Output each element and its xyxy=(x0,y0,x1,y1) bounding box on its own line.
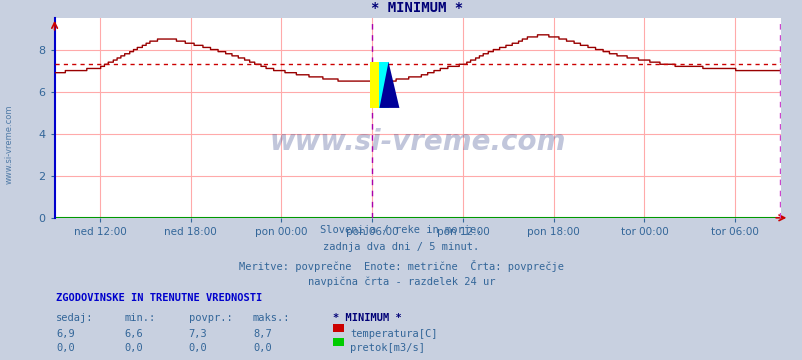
Text: maks.:: maks.: xyxy=(253,313,290,323)
Text: 8,7: 8,7 xyxy=(253,329,271,339)
Text: 7,3: 7,3 xyxy=(188,329,207,339)
Text: temperatura[C]: temperatura[C] xyxy=(350,329,437,339)
Text: * MINIMUM *: * MINIMUM * xyxy=(333,313,402,323)
Polygon shape xyxy=(370,62,379,108)
Text: www.si-vreme.com: www.si-vreme.com xyxy=(5,104,14,184)
Polygon shape xyxy=(379,62,388,108)
Text: Meritve: povprečne  Enote: metrične  Črta: povprečje: Meritve: povprečne Enote: metrične Črta:… xyxy=(239,260,563,271)
Text: www.si-vreme.com: www.si-vreme.com xyxy=(269,128,565,156)
Text: 6,6: 6,6 xyxy=(124,329,143,339)
Text: pretok[m3/s]: pretok[m3/s] xyxy=(350,343,424,353)
Text: navpična črta - razdelek 24 ur: navpična črta - razdelek 24 ur xyxy=(307,277,495,287)
Polygon shape xyxy=(379,62,399,108)
Text: 0,0: 0,0 xyxy=(188,343,207,353)
Text: 6,9: 6,9 xyxy=(56,329,75,339)
Text: min.:: min.: xyxy=(124,313,156,323)
Title: * MINIMUM *: * MINIMUM * xyxy=(371,1,463,15)
Text: Slovenija / reke in morje.: Slovenija / reke in morje. xyxy=(320,225,482,235)
Text: 0,0: 0,0 xyxy=(253,343,271,353)
Text: zadnja dva dni / 5 minut.: zadnja dva dni / 5 minut. xyxy=(323,242,479,252)
Text: ZGODOVINSKE IN TRENUTNE VREDNOSTI: ZGODOVINSKE IN TRENUTNE VREDNOSTI xyxy=(56,293,262,303)
Text: 0,0: 0,0 xyxy=(124,343,143,353)
Text: povpr.:: povpr.: xyxy=(188,313,232,323)
Text: 0,0: 0,0 xyxy=(56,343,75,353)
Text: sedaj:: sedaj: xyxy=(56,313,94,323)
